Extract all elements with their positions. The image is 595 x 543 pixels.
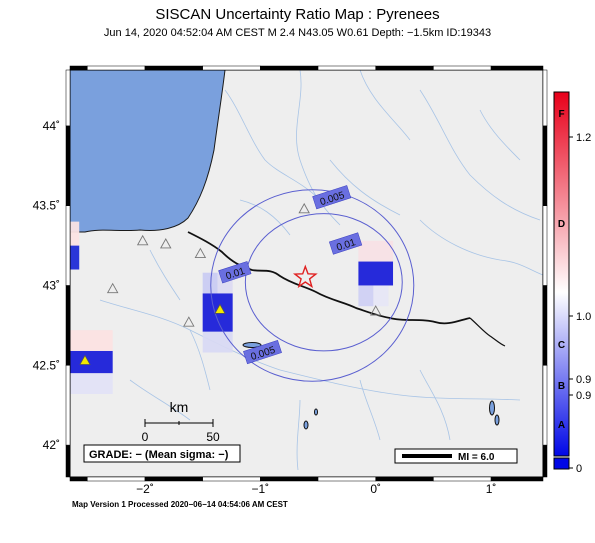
country-border-east [469, 317, 506, 347]
station-filled-triangle-icon [79, 354, 91, 365]
grid-cell [70, 245, 80, 270]
grid-cell [358, 261, 394, 286]
station-triangle-icon [136, 234, 149, 246]
grade-box: GRADE: − (Mean sigma: −) [83, 444, 241, 463]
lat-tick-label: 42˚ [43, 438, 60, 452]
processing-footer: Map Version 1 Processed 2020−06−14 04:54… [72, 500, 288, 509]
grid-cell [358, 240, 394, 262]
contour-line-0.01 [244, 213, 403, 352]
grid-cell [358, 285, 374, 307]
scale-unit: km [170, 399, 189, 415]
station-triangle-icon [183, 316, 195, 327]
axis-tick-labels: 44˚ 43.5˚ 43˚ 42.5˚ 42˚ −2˚ −1˚ 0˚ 1˚ [33, 119, 497, 496]
colorbar-value-label: 1.0 [576, 311, 591, 323]
lon-tick-label: 1˚ [486, 482, 497, 496]
colorbar-grade-label: B [558, 381, 565, 392]
mi-text: MI = 6.0 [458, 452, 495, 463]
colorbar-grade-label: C [558, 340, 565, 351]
grid-cell [70, 373, 113, 395]
colorbar-grade-label: F [558, 109, 564, 120]
contour-line-0.005 [210, 189, 415, 382]
colorbar-value-label: 0 [576, 463, 582, 475]
scale-label-50: 50 [206, 430, 220, 444]
station-triangle-icon [298, 202, 310, 214]
colorbar: F D C B A 1.2 1.0 0.9 0.9 0 [553, 91, 591, 475]
lat-tick-label: 43.5˚ [33, 199, 60, 213]
grid-cell [202, 331, 233, 353]
colorbar-value-label: 1.2 [576, 132, 591, 144]
grid-cell [373, 285, 389, 307]
ocean [70, 70, 226, 233]
frame-graticule-bars [65, 65, 548, 482]
grid-cell [70, 330, 113, 351]
mi-box: MI = 6.0 [394, 448, 518, 464]
scale-bar: km 0 50 [142, 399, 220, 444]
station-filled-triangle-icon [214, 303, 226, 314]
grade-text: GRADE: − (Mean sigma: −) [89, 449, 229, 461]
epicenter-star-icon [292, 264, 318, 289]
station-triangle-icon [194, 247, 207, 258]
lon-tick-label: 0˚ [370, 482, 381, 496]
lat-tick-label: 42.5˚ [33, 358, 60, 372]
colorbar-value-label: 0.9 [576, 374, 591, 386]
colorbar-grade-label: D [558, 219, 565, 230]
stations [79, 202, 382, 365]
lat-tick-label: 44˚ [43, 119, 60, 133]
colorbar-value-label: 0.9 [576, 390, 591, 402]
colorbar-grade-label: A [558, 420, 565, 431]
grid-cell [70, 221, 80, 246]
rivers [99, 70, 543, 471]
station-triangle-icon [159, 238, 172, 249]
scale-label-0: 0 [142, 430, 149, 444]
lakes [242, 342, 500, 430]
station-triangle-icon [106, 282, 119, 294]
lat-tick-label: 43˚ [43, 278, 60, 292]
lon-tick-label: −1˚ [252, 482, 270, 496]
country-border [187, 231, 471, 325]
station-triangle-icon [369, 305, 382, 316]
map-title: SISCAN Uncertainty Ratio Map : Pyrenees [155, 6, 440, 23]
grid-cell [202, 272, 218, 294]
grid-cell [70, 350, 113, 374]
event-subtitle: Jun 14, 2020 04:52:04 AM CEST M 2.4 N43.… [103, 27, 492, 39]
lon-tick-label: −2˚ [136, 482, 154, 496]
